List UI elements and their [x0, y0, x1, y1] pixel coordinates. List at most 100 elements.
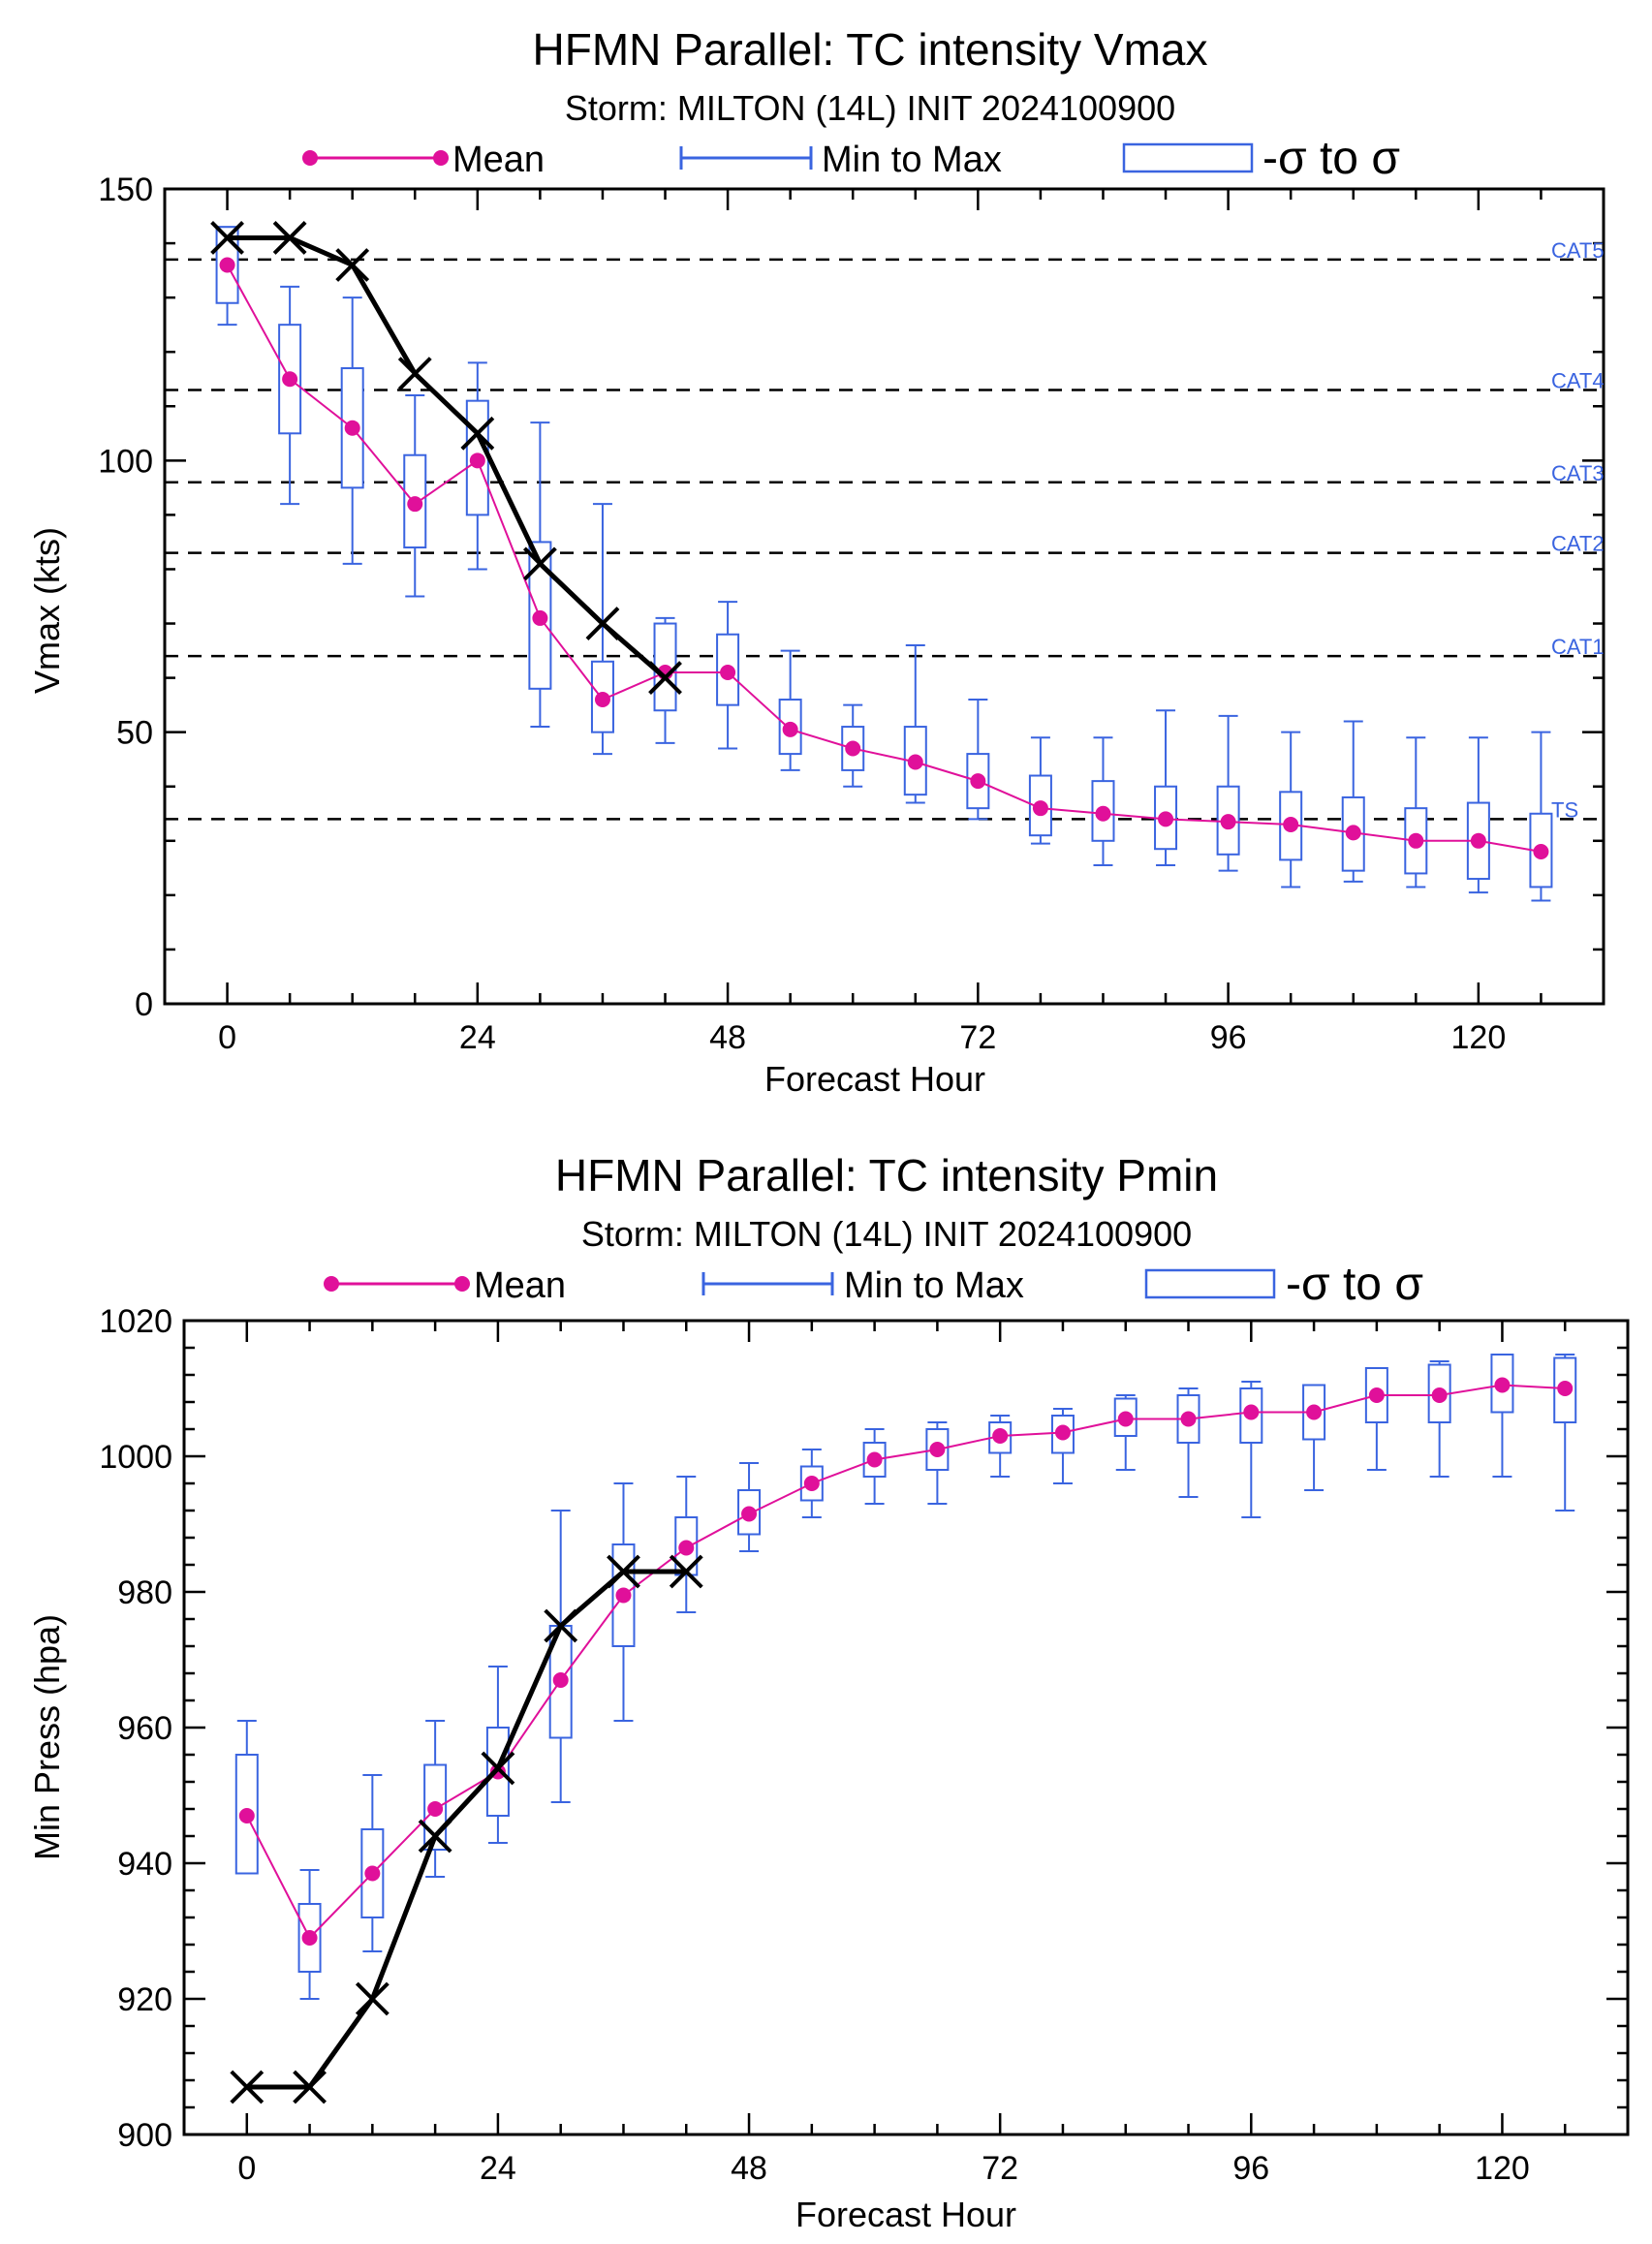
vmax-y-tick-label: 100 — [98, 443, 153, 480]
vmax-x-tick-label: 72 — [959, 1019, 996, 1056]
vmax-mean-point — [282, 371, 298, 388]
pmin-plot-area: 0 24 48 72 96 120 900 920 940 960 980 1000 1020 — [99, 1303, 1630, 2187]
pmin-mean-point — [866, 1451, 883, 1468]
vmax-mean-point — [1408, 832, 1424, 849]
threshold-label-cat5: CAT5 — [1551, 238, 1605, 263]
vmax-mean-point — [720, 664, 736, 680]
vmax-x-tick-label: 120 — [1451, 1019, 1507, 1056]
vmax-mean-line — [226, 265, 1542, 853]
vmax-mean-point — [1345, 825, 1361, 841]
vmax-mean-point — [1158, 811, 1174, 827]
pmin-mean-point — [1368, 1387, 1385, 1403]
pmin-mean-point — [992, 1428, 1009, 1444]
vmax-mean-point — [782, 721, 798, 737]
pmin-y-tick-label: 980 — [117, 1574, 172, 1611]
pmin-chart-subtitle: Storm: MILTON (14L) INIT 2024100900 — [581, 1214, 1192, 1254]
vmax-plot-frame — [163, 187, 1605, 1006]
vmax-mean-point — [845, 740, 861, 757]
pmin-mean-point — [301, 1930, 318, 1946]
vmax-best-track-marker — [522, 546, 557, 581]
pmin-best-track-marker — [355, 1981, 390, 2016]
vmax-y-axis-label: Vmax (kts) — [27, 527, 67, 694]
pmin-mean-point — [741, 1506, 758, 1522]
vmax-mean-point — [1533, 844, 1549, 860]
vmax-best-track-marker — [272, 221, 307, 255]
pmin-mean-point — [1117, 1411, 1134, 1427]
pmin-y-axis-label: Min Press (hpa) — [27, 1614, 67, 1860]
pmin-best-track-marker — [481, 1751, 515, 1786]
pmin-y-tick-label: 1020 — [99, 1303, 172, 1340]
threshold-label-cat4: CAT4 — [1551, 368, 1605, 392]
vmax-mean-point — [1032, 800, 1048, 817]
vmax-chart: HFMN Parallel: TC intensity Vmax Storm: … — [27, 24, 1605, 1099]
vmax-x-tick-label: 0 — [218, 1019, 236, 1056]
vmax-legend: Mean Min to Max -σ to σ — [302, 133, 1400, 184]
vmax-y-tick-label: 50 — [116, 715, 153, 752]
pmin-mean-line — [245, 1384, 1566, 1940]
vmax-x-axis-label: Forecast Hour — [764, 1059, 985, 1099]
legend-mean-label: Mean — [474, 1265, 566, 1306]
pmin-mean-point — [427, 1801, 444, 1817]
pmin-best-track-marker — [544, 1608, 578, 1643]
pmin-best-track-marker — [669, 1554, 703, 1589]
threshold-label-cat2: CAT2 — [1551, 532, 1605, 556]
pmin-x-axis-label: Forecast Hour — [795, 2195, 1016, 2234]
pmin-y-tick-label: 900 — [117, 2117, 172, 2154]
vmax-mean-point — [907, 754, 923, 770]
threshold-label-cat3: CAT3 — [1551, 461, 1605, 485]
pmin-best-track-marker — [607, 1554, 640, 1589]
vmax-x-tick-label: 96 — [1210, 1019, 1247, 1056]
legend-range-label: Min to Max — [822, 140, 1002, 180]
legend-sigma-box — [1144, 1268, 1276, 1299]
pmin-best-track-marker — [293, 2070, 327, 2104]
legend-sigma-label: -σ to σ — [1286, 1259, 1423, 1310]
vmax-plot-area: 0 24 48 72 96 120 0 50 100 150 CAT5 CAT4 CAT3 CAT2 CAT… — [98, 171, 1605, 1056]
pmin-mean-point — [1243, 1404, 1260, 1420]
pmin-mean-point — [1180, 1411, 1197, 1427]
vmax-mean-point — [407, 496, 423, 513]
vmax-best-track-marker — [335, 248, 370, 282]
pmin-mean-point — [615, 1587, 632, 1604]
vmax-mean-point — [970, 773, 986, 790]
pmin-y-tick-label: 960 — [117, 1710, 172, 1747]
vmax-mean-point — [594, 692, 610, 708]
legend-sigma-box — [1122, 142, 1254, 173]
pmin-mean-point — [1431, 1387, 1448, 1403]
vmax-best-track-marker — [460, 416, 495, 451]
vmax-mean-point — [344, 420, 360, 436]
pmin-mean-point — [1494, 1377, 1511, 1393]
pmin-best-track-marker — [230, 2070, 265, 2104]
legend-mean-marker — [302, 150, 318, 166]
pmin-mean-point — [1306, 1404, 1323, 1420]
pmin-x-tick-label: 96 — [1232, 2150, 1269, 2187]
pmin-chart-title: HFMN Parallel: TC intensity Pmin — [555, 1150, 1218, 1200]
vmax-best-track-marker — [397, 357, 432, 391]
vmax-mean-point — [532, 609, 548, 626]
pmin-x-tick-label: 0 — [237, 2150, 256, 2187]
pmin-mean-point — [1054, 1424, 1071, 1441]
legend-mean-label: Mean — [452, 140, 545, 180]
legend-mean-marker — [324, 1276, 339, 1292]
pmin-y-tick-label: 940 — [117, 1846, 172, 1883]
vmax-x-tick-label: 24 — [459, 1019, 496, 1056]
pmin-x-tick-label: 24 — [480, 2150, 516, 2187]
pmin-mean-point — [238, 1808, 255, 1823]
vmax-mean-point — [1220, 814, 1236, 830]
vmax-y-tick-label: 0 — [135, 986, 153, 1023]
pmin-mean-point — [1557, 1381, 1574, 1396]
pmin-mean-point — [803, 1476, 820, 1491]
pmin-chart: HFMN Parallel: TC intensity Pmin Storm: … — [27, 1150, 1630, 2234]
pmin-mean-point — [678, 1540, 695, 1556]
vmax-mean-point — [1283, 816, 1299, 832]
threshold-label-cat1: CAT1 — [1551, 635, 1605, 659]
pmin-mean-point — [929, 1442, 946, 1457]
vmax-chart-subtitle: Storm: MILTON (14L) INIT 2024100900 — [565, 88, 1175, 128]
pmin-y-tick-label: 1000 — [99, 1439, 172, 1476]
vmax-best-track-marker — [210, 221, 244, 255]
vmax-mean-point — [469, 452, 485, 469]
vmax-best-track-marker — [585, 607, 620, 640]
legend-mean-marker — [454, 1276, 470, 1292]
pmin-best-track-marker — [418, 1819, 452, 1854]
vmax-chart-title: HFMN Parallel: TC intensity Vmax — [533, 24, 1208, 75]
